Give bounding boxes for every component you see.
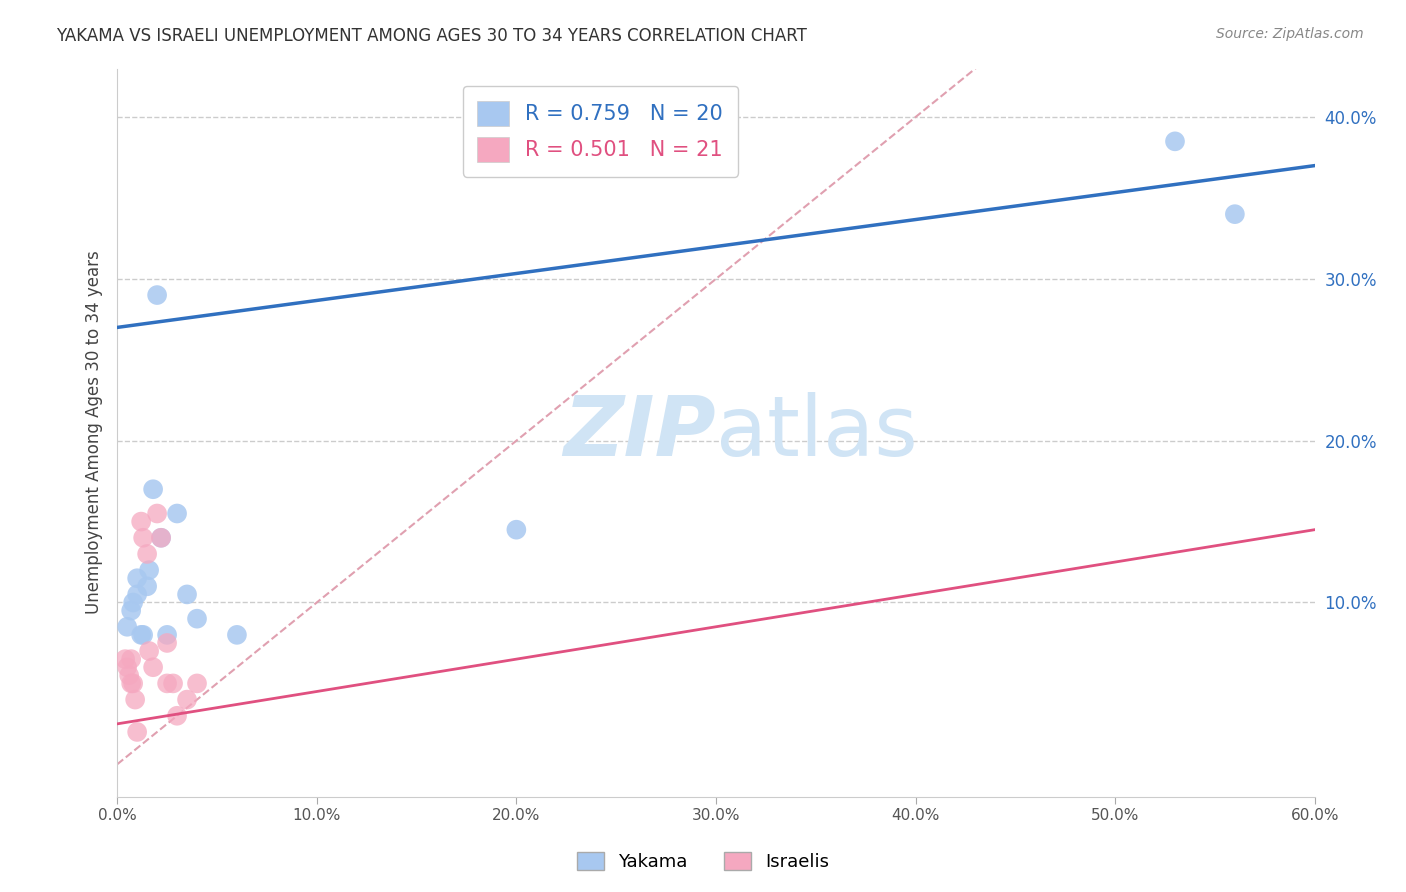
Point: [150, 531, 173, 545]
Point: [150, 531, 173, 545]
Point: [156, 676, 179, 690]
Point: [127, 571, 149, 585]
Point: [114, 652, 136, 666]
Point: [186, 612, 208, 626]
Point: [115, 620, 138, 634]
Point: [166, 507, 188, 521]
Point: [166, 708, 188, 723]
Point: [142, 660, 165, 674]
Point: [122, 676, 145, 690]
Point: [186, 676, 208, 690]
Y-axis label: Unemployment Among Ages 30 to 34 years: Unemployment Among Ages 30 to 34 years: [86, 251, 103, 615]
Point: [156, 628, 179, 642]
Point: [127, 587, 149, 601]
Point: [226, 628, 249, 642]
Point: [146, 507, 169, 521]
Point: [132, 628, 155, 642]
Point: [122, 595, 145, 609]
Point: [129, 628, 152, 642]
Point: [115, 660, 138, 674]
Point: [124, 692, 146, 706]
Text: ZIP: ZIP: [564, 392, 716, 473]
Point: [142, 482, 165, 496]
Point: [136, 579, 159, 593]
Point: [176, 692, 198, 706]
Point: [1164, 134, 1187, 148]
Point: [118, 668, 141, 682]
Point: [132, 531, 155, 545]
Point: [156, 636, 179, 650]
Point: [146, 288, 169, 302]
Legend: R = 0.759   N = 20, R = 0.501   N = 21: R = 0.759 N = 20, R = 0.501 N = 21: [463, 87, 738, 177]
Point: [176, 587, 198, 601]
Point: [120, 652, 142, 666]
Point: [162, 676, 184, 690]
Point: [136, 547, 159, 561]
Text: YAKAMA VS ISRAELI UNEMPLOYMENT AMONG AGES 30 TO 34 YEARS CORRELATION CHART: YAKAMA VS ISRAELI UNEMPLOYMENT AMONG AGE…: [56, 27, 807, 45]
Text: atlas: atlas: [716, 392, 918, 473]
Point: [120, 676, 142, 690]
Point: [120, 604, 142, 618]
Point: [127, 725, 149, 739]
Point: [129, 515, 152, 529]
Point: [138, 563, 160, 577]
Text: Source: ZipAtlas.com: Source: ZipAtlas.com: [1216, 27, 1364, 41]
Legend: Yakama, Israelis: Yakama, Israelis: [569, 845, 837, 879]
Point: [505, 523, 527, 537]
Point: [1223, 207, 1246, 221]
Point: [138, 644, 160, 658]
